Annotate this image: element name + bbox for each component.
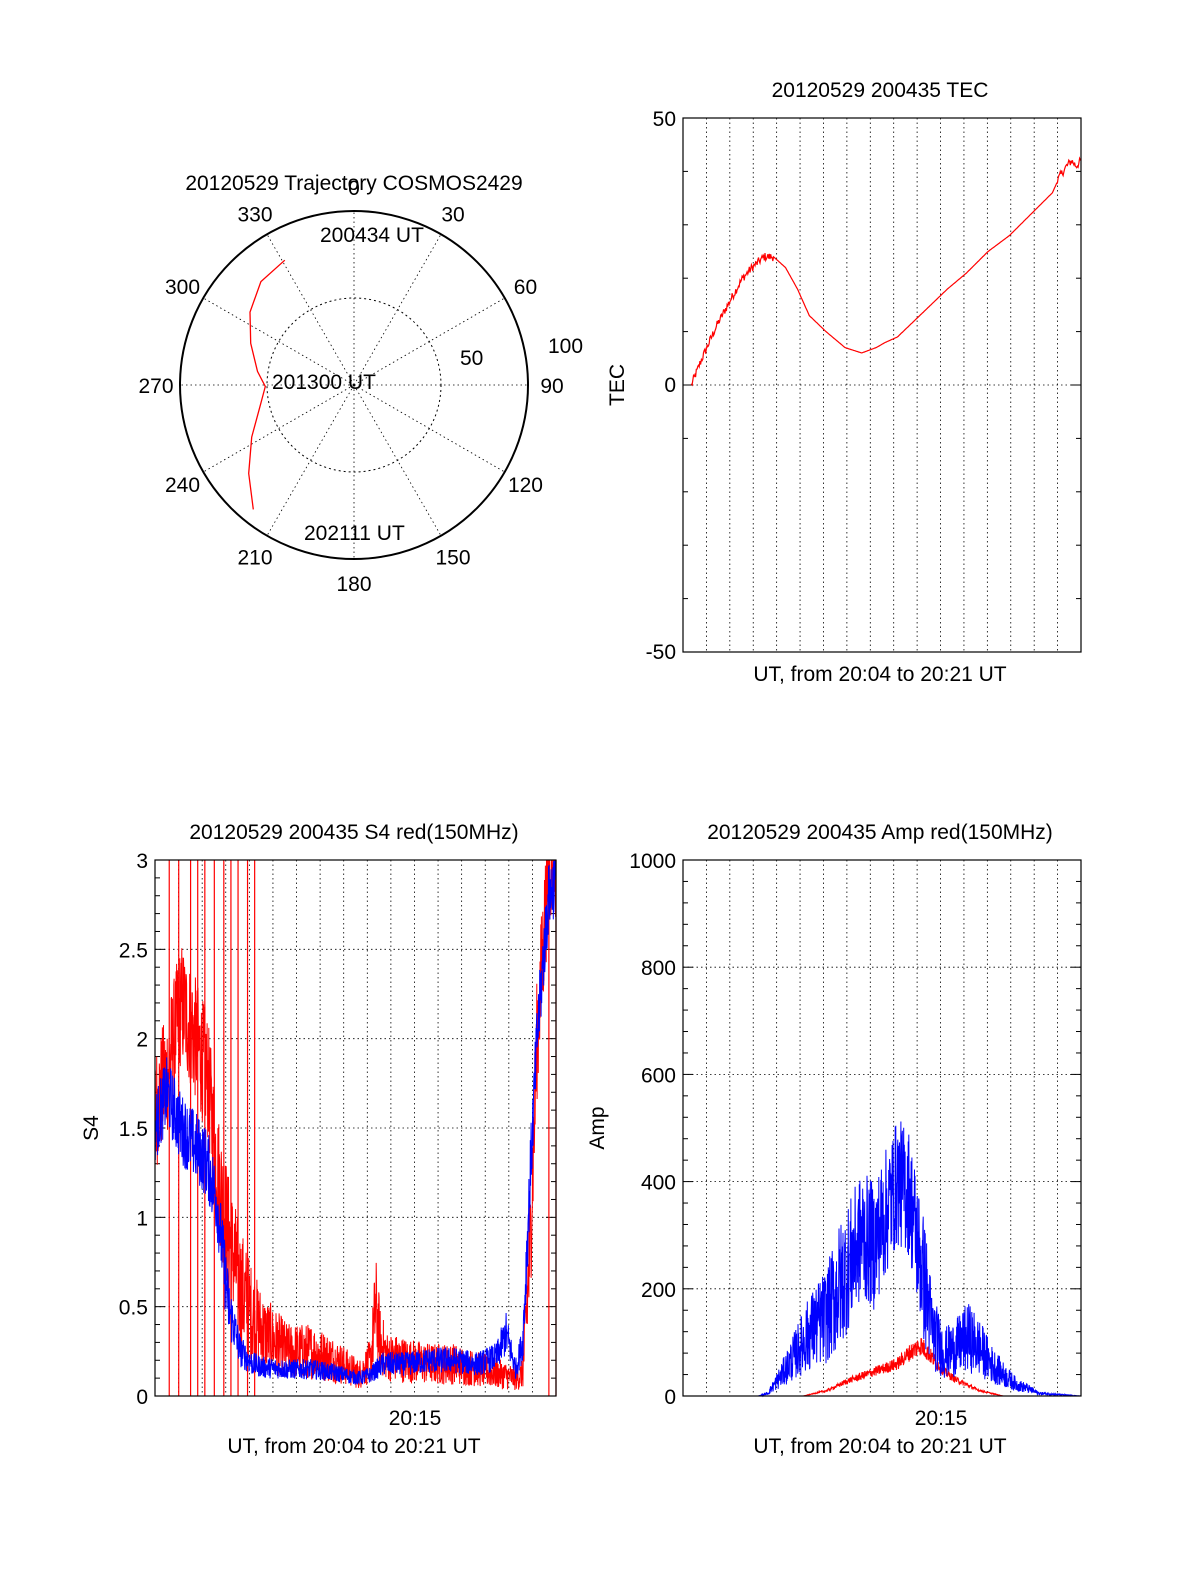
polar-mid-time-label: 201300 UT (272, 371, 376, 394)
s4-xtick-2015: 20:15 (389, 1407, 442, 1430)
polar-end-time-label: 202111 UT (304, 522, 405, 545)
amp-frame (682, 859, 1082, 1397)
s4-frame (154, 859, 557, 1397)
polar-outer-circle (179, 210, 529, 560)
amp-grid (683, 859, 1081, 1397)
tec-frame (682, 117, 1082, 653)
polar-angle-label-210: 210 (237, 546, 272, 569)
amp-xtick-2015: 20:15 (915, 1407, 968, 1430)
tec-ytick-neg50: -50 (646, 641, 676, 664)
polar-angle-label-0: 0 (348, 177, 360, 200)
s4-ytick-3: 1.5 (119, 1118, 148, 1141)
amp-ytick-3: 400 (641, 1172, 676, 1195)
tec-title: 20120529 200435 TEC (772, 79, 989, 102)
polar-radius-label-50: 50 (460, 347, 483, 370)
polar-inner-circle (266, 297, 442, 473)
polar-angle-label-90: 90 (540, 375, 563, 398)
polar-start-time-label: 200434 UT (320, 224, 424, 247)
s4-ytick-1: 2.5 (119, 939, 148, 962)
polar-angle-label-30: 30 (441, 204, 464, 227)
polar-angle-label-180: 180 (336, 573, 371, 596)
amp-ytick-5: 0 (664, 1386, 676, 1409)
s4-series-red (154, 859, 557, 1391)
s4-panel: 20120529 200435 S4 red(150MHz) 3 2.5 2 1.5 1… (80, 821, 557, 1458)
s4-ytick-4: 1 (136, 1207, 148, 1230)
polar-panel: 20120529 Trajectory COSMOS2429 0 30 60 90 12… (138, 172, 583, 596)
polar-angle-label-330: 330 (237, 204, 272, 227)
polar-title: 20120529 Trajectory COSMOS2429 (185, 172, 522, 195)
tec-ylabel: TEC (606, 364, 629, 406)
tec-ytick-50: 50 (653, 108, 676, 131)
amp-panel: 20120529 200435 Amp red(150MHz) 1000 800 6… (586, 821, 1082, 1458)
tec-panel: 20120529 200435 TEC 50 0 -50 TEC UT, fro… (606, 79, 1082, 686)
polar-spoke-300 (203, 297, 355, 386)
tec-ytick-0: 0 (664, 374, 676, 397)
tec-grid (683, 117, 1081, 653)
s4-ylabel: S4 (80, 1115, 103, 1141)
polar-angle-label-270: 270 (138, 375, 173, 398)
amp-series-blue (683, 1121, 1081, 1398)
polar-angle-label-120: 120 (508, 474, 543, 497)
amp-ylabel: Amp (586, 1106, 609, 1149)
s4-ytick-2: 2 (136, 1029, 148, 1052)
polar-spoke-30 (353, 234, 442, 386)
polar-angle-label-150: 150 (435, 546, 470, 569)
amp-ytick-1: 800 (641, 957, 676, 980)
s4-grid (155, 859, 556, 1397)
tec-xlabel: UT, from 20:04 to 20:21 UT (753, 663, 1006, 686)
amp-xlabel: UT, from 20:04 to 20:21 UT (753, 1435, 1006, 1458)
s4-series-blue (154, 859, 557, 1385)
amp-yticks: 1000 800 600 400 200 0 (629, 850, 676, 1409)
polar-angle-label-300: 300 (165, 276, 200, 299)
amp-ytick-0: 1000 (629, 850, 676, 873)
tec-series-red (690, 156, 1082, 387)
polar-spoke-330 (266, 234, 355, 386)
amp-title: 20120529 200435 Amp red(150MHz) (707, 821, 1053, 844)
s4-xlabel: UT, from 20:04 to 20:21 UT (227, 1435, 480, 1458)
s4-ytick-6: 0 (136, 1386, 148, 1409)
amp-ytick-4: 200 (641, 1279, 676, 1302)
polar-angle-label-60: 60 (514, 276, 537, 299)
polar-angle-label-240: 240 (165, 474, 200, 497)
polar-angle-labels: 0 30 60 90 120 150 180 210 240 270 300 330 (138, 177, 563, 596)
amp-ytick-2: 600 (641, 1064, 676, 1087)
polar-radius-label-100: 100 (548, 335, 583, 358)
s4-title: 20120529 200435 S4 red(150MHz) (189, 821, 518, 844)
s4-ytick-5: 0.5 (119, 1297, 148, 1320)
s4-ytick-0: 3 (136, 850, 148, 873)
polar-spoke-240 (203, 384, 355, 473)
s4-yticks: 3 2.5 2 1.5 1 0.5 0 (119, 850, 148, 1409)
polar-trajectory-line (248, 259, 286, 510)
